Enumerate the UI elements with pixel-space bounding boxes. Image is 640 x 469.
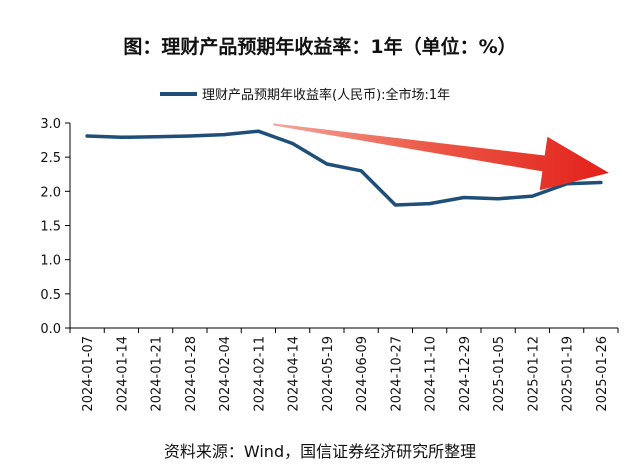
y-tick-label: 2.5 (40, 151, 61, 166)
x-tick-label: 2024-02-11 (252, 336, 267, 412)
y-tick-label: 0.5 (40, 288, 61, 303)
x-tick-label: 2024-01-07 (81, 336, 96, 412)
x-tick-label: 2024-05-19 (321, 336, 336, 412)
series-line (85, 129, 603, 207)
x-tick-label: 2024-11-10 (424, 336, 439, 412)
data-point (256, 129, 260, 133)
legend-label: 理财产品预期年收益率(人民币):全市场:1年 (202, 87, 450, 103)
x-tick-label: 2024-02-04 (218, 336, 233, 412)
data-point (119, 135, 123, 139)
data-point (154, 135, 158, 139)
source-note: 资料来源：Wind，国信证券经济研究所整理 (163, 442, 477, 461)
chart-title: 图：理财产品预期年收益率：1年（单位：%） (123, 36, 517, 58)
x-tick-label: 2024-10-27 (389, 336, 404, 412)
data-point (359, 169, 363, 173)
y-tick-label: 0.0 (40, 322, 61, 337)
data-point (462, 195, 466, 200)
y-tick-label: 1.0 (40, 254, 61, 269)
x-tick-label: 2024-01-28 (184, 336, 199, 412)
data-point (393, 203, 397, 207)
annotation-layer (273, 123, 609, 191)
data-point (599, 180, 603, 185)
legend: 理财产品预期年收益率(人民币):全市场:1年 (160, 87, 450, 103)
trend-arrow (273, 123, 609, 191)
x-tick-label: 2025-01-26 (595, 336, 610, 412)
data-point (188, 134, 192, 138)
x-tick-label: 2024-12-29 (458, 336, 473, 412)
y-tick-label: 3.0 (40, 117, 61, 132)
data-point (496, 197, 500, 201)
x-tick-label: 2025-01-12 (526, 336, 541, 412)
plot-area (85, 129, 603, 207)
data-point (428, 202, 432, 206)
x-tick-label: 2025-01-19 (561, 336, 576, 412)
x-tick-label: 2024-01-14 (115, 336, 130, 412)
data-point (530, 194, 534, 198)
x-tick-label: 2024-06-09 (355, 336, 370, 412)
data-point (291, 141, 295, 146)
x-tick-label: 2024-01-21 (150, 336, 165, 412)
x-tick-label: 2025-01-05 (492, 336, 507, 412)
y-tick-label: 1.5 (40, 220, 61, 235)
data-point (325, 162, 329, 166)
y-tick-label: 2.0 (40, 185, 61, 200)
data-point (85, 134, 89, 138)
data-point (222, 133, 226, 137)
x-tick-label: 2024-04-14 (287, 336, 302, 412)
axes: 0.0 0.5 1.0 1.5 2.0 2.5 3.0 2024-01-07 2024-01-1… (40, 117, 619, 412)
